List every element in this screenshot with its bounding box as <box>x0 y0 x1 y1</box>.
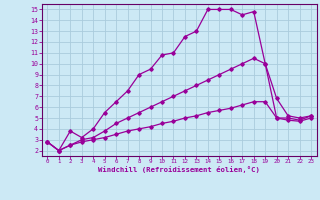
X-axis label: Windchill (Refroidissement éolien,°C): Windchill (Refroidissement éolien,°C) <box>98 166 260 173</box>
